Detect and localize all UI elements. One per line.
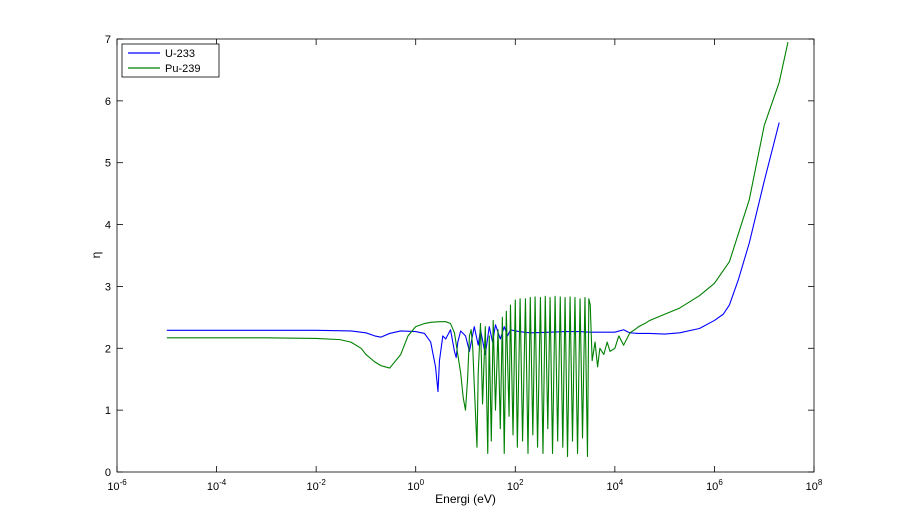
legend: U-233 Pu-239: [121, 43, 220, 78]
axes-layer: 10-6 10-4 10-2 100 102 104 106 108 0 1 2 3 4 5 6 7: [105, 34, 823, 493]
legend-box: [121, 43, 220, 78]
y-tick-label: 5: [105, 158, 111, 170]
y-tick-label: 6: [105, 96, 111, 108]
x-tick-label: 100: [407, 478, 424, 493]
x-tick-label: 102: [507, 478, 524, 493]
x-tick-label: 10-2: [306, 478, 326, 493]
x-axis-label: Energi (eV): [435, 492, 496, 506]
y-tick-label: 1: [105, 405, 111, 417]
y-axis-label: η: [89, 252, 103, 259]
legend-label-u-233: U-233: [165, 48, 195, 60]
y-tick-label: 3: [105, 281, 111, 293]
legend-label-pu-239: Pu-239: [165, 63, 200, 75]
y-tick-label: 4: [105, 220, 111, 232]
y-tick-label: 7: [105, 34, 111, 46]
plot-area: [117, 39, 814, 472]
axes-frame: [116, 38, 815, 473]
series-line-pu-239: [166, 41, 789, 458]
x-tick-label: 10-4: [207, 478, 227, 493]
series-line-u-233: [166, 122, 780, 393]
x-tick-label: 104: [607, 478, 624, 493]
series-layer: [166, 41, 789, 458]
x-tick-label: 10-6: [107, 478, 127, 493]
y-tick-label: 2: [105, 343, 111, 355]
x-tick-label: 106: [706, 478, 723, 493]
x-tick-label: 108: [806, 478, 823, 493]
y-tick-label: 0: [105, 467, 111, 479]
